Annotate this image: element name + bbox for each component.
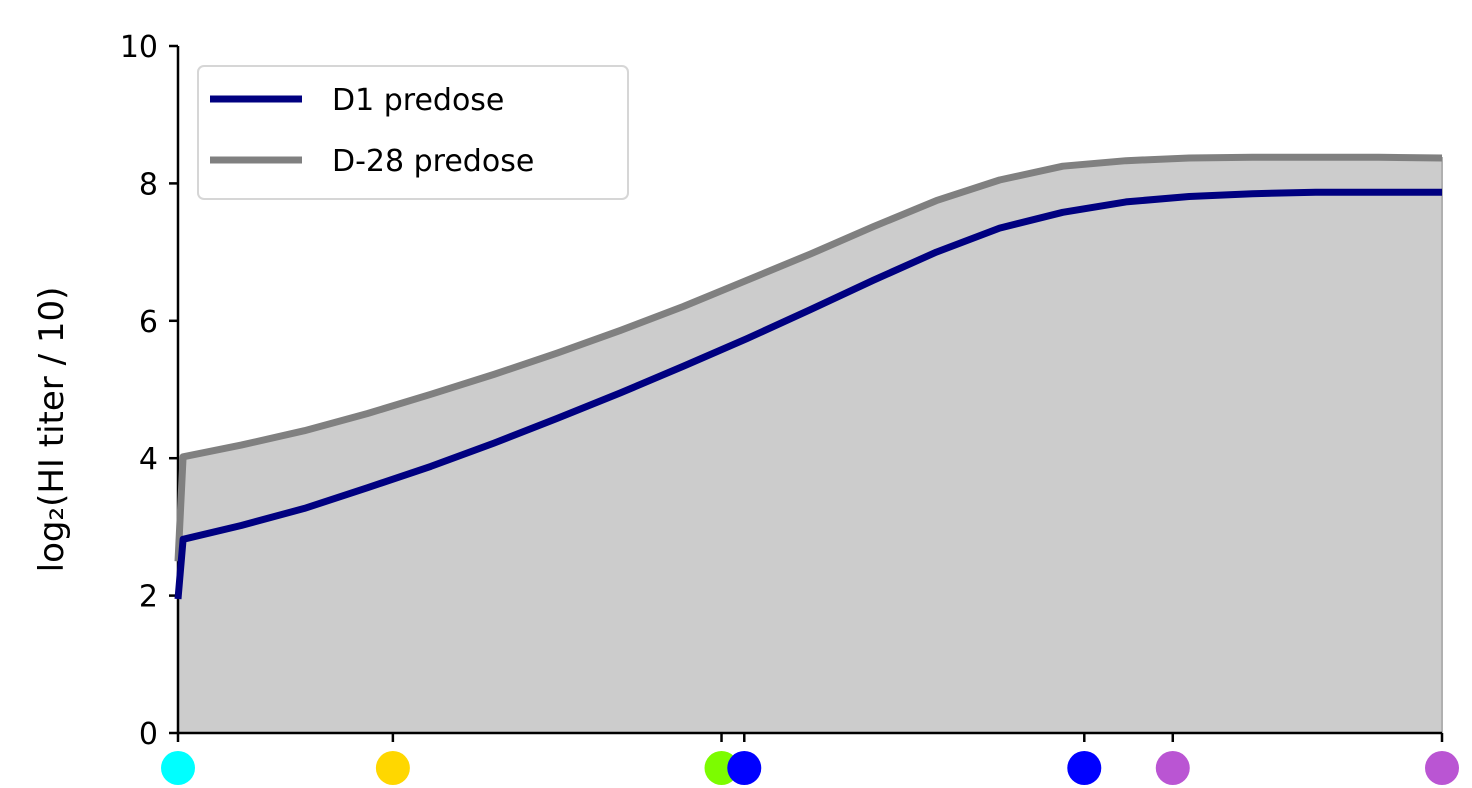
y-tick-label: 10 bbox=[120, 30, 158, 65]
lines-layer bbox=[174, 153, 1443, 600]
legend-label: D1 predose bbox=[332, 83, 504, 118]
legend-label: D-28 predose bbox=[332, 144, 534, 179]
x-markers-layer bbox=[161, 751, 1459, 785]
series-line-d1-predose bbox=[174, 188, 1442, 600]
x-marker-dot bbox=[161, 751, 195, 785]
legend-box bbox=[197, 65, 629, 200]
y-axis-label: log₂(HI titer / 10) bbox=[32, 287, 72, 573]
axes-layer: 0 2 4 6 8 10 bbox=[120, 30, 1444, 752]
x-marker-dot bbox=[1425, 751, 1459, 785]
x-marker-dot bbox=[1067, 751, 1102, 785]
y-tick-label: 2 bbox=[139, 580, 158, 615]
x-marker-dot bbox=[727, 751, 762, 785]
area-fill-layer bbox=[177, 156, 1443, 734]
x-marker-dot bbox=[1155, 751, 1190, 785]
y-tick-label: 6 bbox=[139, 305, 158, 340]
area-fill bbox=[177, 156, 1443, 734]
series-line-d-28-predose bbox=[174, 153, 1443, 562]
y-tick-label: 0 bbox=[139, 717, 158, 752]
x-marker-dot bbox=[375, 751, 410, 785]
y-tick-label: 8 bbox=[139, 167, 158, 202]
y-tick-label: 4 bbox=[139, 442, 158, 477]
legend: D1 predose D-28 predose bbox=[197, 65, 629, 200]
